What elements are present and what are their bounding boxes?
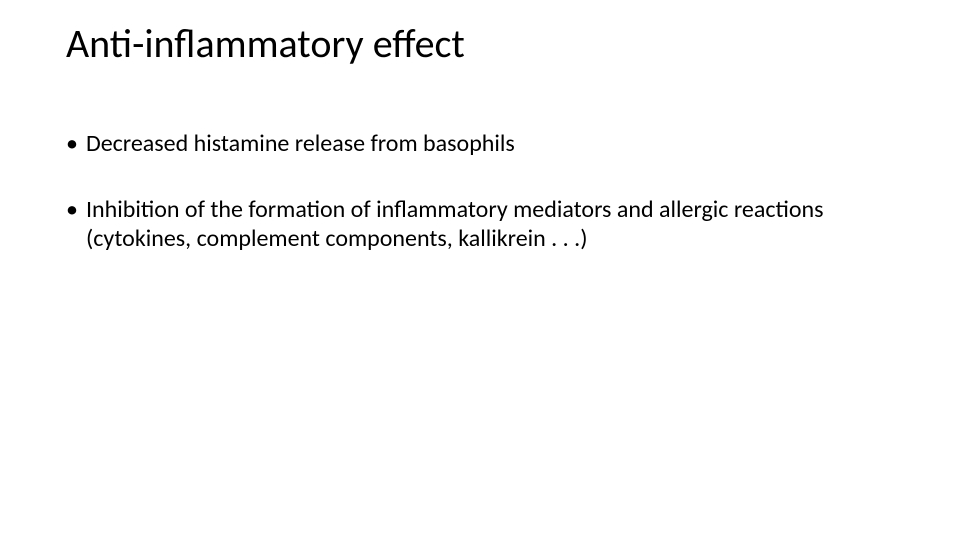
list-item: • Inhibition of the formation of inflamm… — [66, 196, 894, 253]
slide: Anti-inflammatory effect • Decreased his… — [0, 0, 960, 540]
bullet-text: Inhibition of the formation of inflammat… — [86, 196, 894, 253]
bullet-icon: • — [66, 130, 78, 158]
slide-body: • Decreased histamine release from basop… — [66, 130, 894, 253]
slide-title: Anti-inflammatory effect — [66, 22, 465, 66]
list-item: • Decreased histamine release from basop… — [66, 130, 894, 158]
bullet-text: Decreased histamine release from basophi… — [86, 130, 894, 158]
bullet-icon: • — [66, 196, 78, 224]
